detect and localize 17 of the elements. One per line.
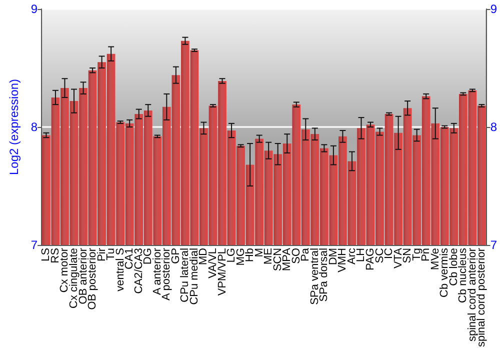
x-tick-label: IC xyxy=(383,248,396,259)
y2-tick-label: 9 xyxy=(490,2,498,16)
x-tick-label: Cb lobe xyxy=(448,248,460,286)
x-tick-label: VA/VL xyxy=(206,248,219,278)
x-tick-label: SCN xyxy=(272,248,284,272)
x-tick-label: CPu medial xyxy=(188,248,200,305)
x-tick-label: RS xyxy=(49,248,62,264)
y-tick-label: 9 xyxy=(30,2,38,16)
x-tick-label: spinal cord posterior xyxy=(476,248,488,348)
y-axis-title: Log2 (expression) xyxy=(7,78,21,176)
x-tick-label: OB anterior xyxy=(77,248,90,304)
x-tick-label: SO xyxy=(290,248,302,264)
y2-tick-label: 8 xyxy=(490,120,498,134)
x-tick-label: Pa xyxy=(300,247,312,262)
y-tick-label: 8 xyxy=(30,120,38,134)
y2-tick-label: 7 xyxy=(490,238,498,252)
y-tick-label: 7 xyxy=(30,238,38,252)
